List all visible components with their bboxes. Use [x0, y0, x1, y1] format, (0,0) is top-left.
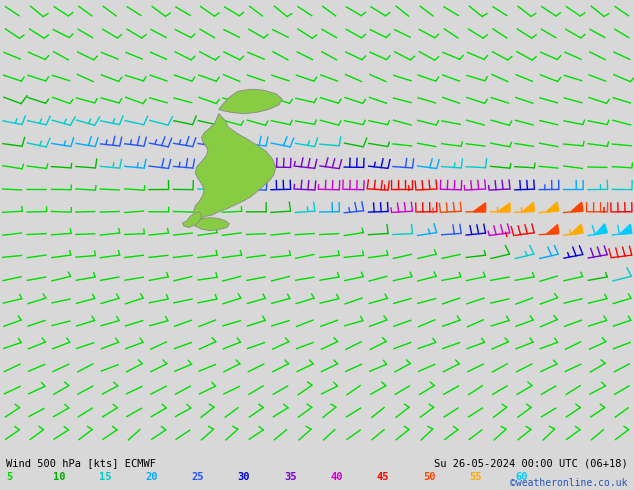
Polygon shape	[571, 202, 583, 212]
Polygon shape	[473, 203, 486, 212]
Text: 20: 20	[145, 472, 158, 482]
Polygon shape	[219, 89, 282, 114]
Text: 10: 10	[53, 472, 65, 482]
Text: 30: 30	[238, 472, 250, 482]
Polygon shape	[195, 218, 230, 230]
Polygon shape	[183, 212, 202, 227]
Polygon shape	[595, 224, 607, 234]
Polygon shape	[547, 224, 559, 234]
Polygon shape	[547, 202, 559, 212]
Text: 50: 50	[423, 472, 436, 482]
Polygon shape	[522, 202, 534, 212]
Text: 55: 55	[469, 472, 482, 482]
Polygon shape	[571, 224, 583, 234]
Text: 60: 60	[515, 472, 528, 482]
Text: ©weatheronline.co.uk: ©weatheronline.co.uk	[510, 478, 628, 488]
Polygon shape	[498, 203, 510, 212]
Text: 40: 40	[330, 472, 343, 482]
Text: 15: 15	[99, 472, 112, 482]
Text: Su 26-05-2024 00:00 UTC (06+18): Su 26-05-2024 00:00 UTC (06+18)	[434, 458, 628, 468]
Polygon shape	[619, 224, 632, 234]
Text: 35: 35	[284, 472, 297, 482]
Text: 25: 25	[191, 472, 204, 482]
Text: 5: 5	[6, 472, 13, 482]
Text: 45: 45	[377, 472, 389, 482]
Text: Wind 500 hPa [kts] ECMWF: Wind 500 hPa [kts] ECMWF	[6, 458, 157, 468]
Polygon shape	[193, 114, 276, 219]
